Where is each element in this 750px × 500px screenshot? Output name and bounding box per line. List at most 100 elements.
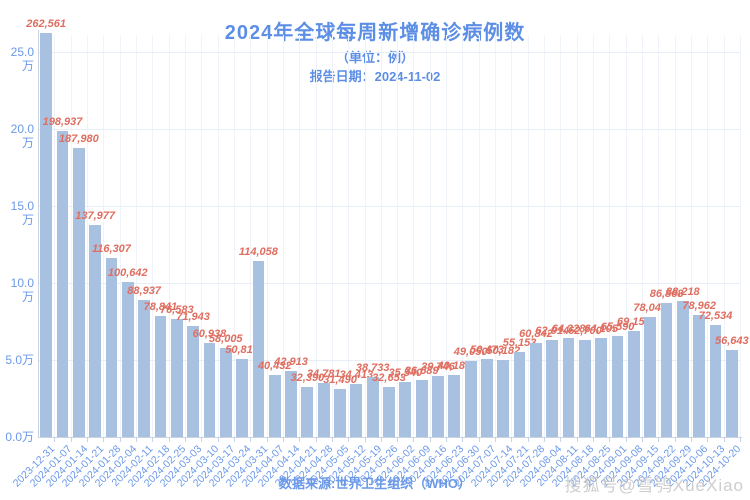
- bar-value-label: 50,816: [225, 343, 259, 356]
- bar-value-label: 86,868: [649, 288, 684, 301]
- grid-line-vertical: [299, 35, 301, 437]
- grid-line-horizontal: [38, 52, 740, 53]
- bar: [464, 361, 477, 437]
- data-source: 数据来源:世界卫生组织（WHO）: [278, 476, 472, 491]
- bar: [170, 319, 183, 437]
- bar-value-label: 38,733: [355, 362, 390, 375]
- x-axis-tick: [135, 438, 137, 442]
- grid-line-vertical: [691, 35, 693, 437]
- x-axis-tick: [217, 438, 219, 442]
- x-axis-tick: [544, 438, 546, 442]
- bar: [579, 340, 591, 437]
- bar-value-label: 198,937: [42, 115, 83, 128]
- bar-value-label: 50,473: [470, 344, 504, 357]
- bar-value-label: 69,152: [617, 315, 651, 328]
- y-axis-line: [38, 30, 39, 437]
- bar-value-label: 100,642: [107, 267, 148, 279]
- y-axis-tick-label: 15.0万: [10, 199, 34, 227]
- grid-line-vertical: [462, 35, 464, 437]
- bar-value-label: 76,583: [159, 304, 194, 317]
- grid-line-vertical: [397, 35, 399, 437]
- bar: [121, 282, 134, 437]
- bar: [709, 325, 722, 437]
- bar: [530, 343, 542, 437]
- x-axis-tick: [691, 438, 693, 442]
- bar-value-label: 114,058: [238, 246, 278, 259]
- bar-value-label: 64,105: [584, 323, 619, 336]
- x-axis-tick: [740, 438, 741, 442]
- grid-line-vertical: [380, 35, 382, 437]
- grid-line-vertical: [70, 35, 72, 437]
- bar: [236, 358, 248, 437]
- grid-line-vertical: [576, 35, 578, 437]
- grid-line-vertical: [511, 35, 513, 437]
- report-date: 报告日期：2024-11-02: [309, 69, 441, 84]
- y-axis-tick-label: 20.0万: [10, 122, 34, 150]
- bar: [595, 338, 608, 437]
- x-axis-tick: [168, 438, 170, 442]
- grid-line-horizontal: [38, 283, 740, 284]
- grid-line-vertical: [266, 35, 268, 437]
- grid-line-vertical: [135, 35, 137, 437]
- bar-value-label: 62,700: [568, 325, 602, 338]
- bar-value-label: 32,390: [290, 372, 325, 385]
- grid-line-vertical: [152, 35, 154, 437]
- grid-line-vertical: [103, 35, 105, 437]
- x-axis-tick: [511, 438, 513, 442]
- y-axis-tick-label: 10.0万: [10, 276, 34, 304]
- grid-line-vertical: [723, 35, 725, 437]
- bar: [350, 384, 363, 437]
- bar-value-label: 72,534: [698, 310, 733, 323]
- bar: [105, 257, 118, 437]
- y-axis-tick-label: 0.0万: [5, 430, 34, 444]
- x-axis-tick: [70, 438, 72, 442]
- x-axis-tick: [576, 438, 578, 442]
- x-axis-tick: [184, 438, 186, 442]
- bar-value-label: 55,153: [502, 337, 537, 350]
- x-axis-tick: [103, 438, 105, 442]
- x-axis-tick: [152, 438, 154, 442]
- bar-value-label: 36,689: [404, 365, 439, 378]
- bar-value-label: 42,913: [274, 355, 308, 368]
- bar: [138, 300, 150, 437]
- grid-line-vertical: [282, 35, 284, 437]
- x-axis-tick: [380, 438, 382, 442]
- grid-line-vertical: [315, 35, 317, 437]
- bar: [415, 380, 428, 437]
- bar: [72, 147, 85, 437]
- x-axis-tick: [86, 438, 88, 442]
- x-axis-tick: [674, 438, 676, 442]
- bar: [285, 370, 297, 437]
- x-axis-tick: [446, 438, 448, 442]
- bar-value-label: 49,050: [453, 346, 488, 359]
- bar: [546, 340, 559, 437]
- bar: [513, 352, 526, 437]
- bar: [660, 303, 673, 437]
- grid-line-horizontal: [38, 129, 740, 130]
- bar-value-label: 88,937: [127, 285, 161, 298]
- bar: [644, 316, 657, 437]
- bar-value-label: 58,005: [208, 332, 243, 345]
- x-axis-tick: [282, 438, 284, 442]
- x-axis-tick: [233, 438, 235, 442]
- bar-value-label: 60,938: [192, 328, 227, 341]
- x-axis-line: [38, 437, 742, 438]
- bar: [252, 261, 265, 437]
- grid-line-vertical: [233, 35, 235, 437]
- x-axis-tick: [642, 438, 644, 442]
- bar: [203, 343, 216, 437]
- bar-value-label: 78,043: [633, 301, 668, 314]
- bar-value-label: 40,432: [257, 359, 292, 372]
- bar-value-label: 56,643: [715, 334, 749, 347]
- x-axis-tick: [478, 438, 480, 442]
- bar: [40, 32, 53, 437]
- x-axis-tick: [609, 438, 611, 442]
- grid-line-vertical: [658, 35, 660, 437]
- bar: [562, 337, 575, 437]
- bar-value-label: 78,962: [682, 300, 716, 313]
- bar-value-label: 31,490: [323, 373, 357, 386]
- bar: [399, 382, 412, 437]
- grid-line-vertical: [348, 35, 350, 437]
- grid-line-vertical: [54, 35, 56, 437]
